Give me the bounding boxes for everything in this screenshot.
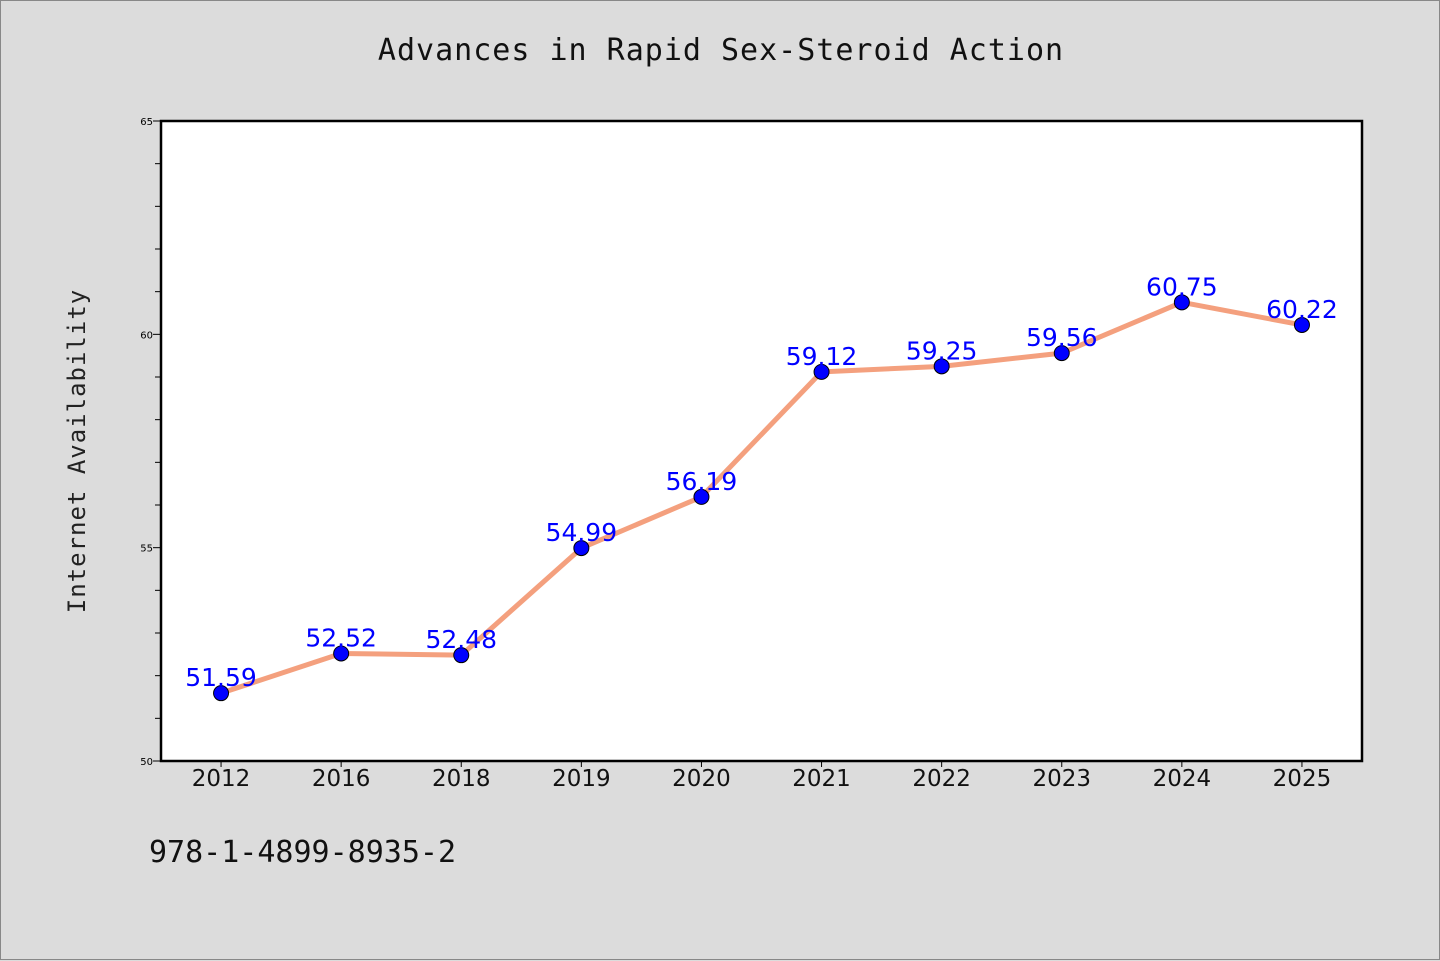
series-line	[218, 299, 1305, 696]
data-label: 60.22	[1266, 295, 1338, 324]
data-label: 59.56	[1026, 323, 1098, 352]
x-tick-label: 2018	[432, 766, 491, 792]
data-point	[1053, 345, 1070, 362]
data-label: 51.59	[185, 663, 257, 692]
x-tick-label: 2021	[792, 766, 851, 792]
data-label: 59.25	[906, 336, 978, 365]
data-point	[933, 358, 950, 375]
data-point	[1293, 316, 1310, 333]
x-tick-label: 2023	[1032, 766, 1091, 792]
x-tick-label: 2016	[312, 766, 371, 792]
data-point	[453, 647, 470, 664]
y-tick-label: 60	[140, 330, 153, 341]
x-tick-label: 2024	[1153, 766, 1212, 792]
data-label: 52.48	[425, 625, 497, 654]
data-point	[813, 363, 830, 380]
data-point	[213, 685, 230, 702]
data-label: 59.12	[786, 342, 858, 371]
data-label: 52.52	[305, 623, 377, 652]
y-tick-label: 50	[140, 757, 153, 768]
y-tick-label: 55	[140, 544, 153, 555]
data-label: 56.19	[666, 467, 738, 496]
data-point	[573, 540, 590, 557]
data-label: 60.75	[1146, 272, 1218, 301]
isbn-label: 978-1-4899-8935-2	[149, 835, 457, 870]
x-tick-label: 2020	[672, 766, 731, 792]
x-tick-label: 2012	[192, 766, 251, 792]
data-point	[333, 645, 350, 662]
chart-title: Advances in Rapid Sex-Steroid Action	[377, 33, 1065, 68]
x-tick-label: 2019	[552, 766, 611, 792]
x-tick-label: 2025	[1273, 766, 1332, 792]
data-point	[693, 488, 710, 505]
y-tick-label: 65	[140, 117, 153, 128]
plot-area	[159, 119, 1364, 763]
data-point	[1173, 294, 1190, 311]
data-label: 54.99	[546, 518, 618, 547]
x-tick-label: 2022	[912, 766, 971, 792]
